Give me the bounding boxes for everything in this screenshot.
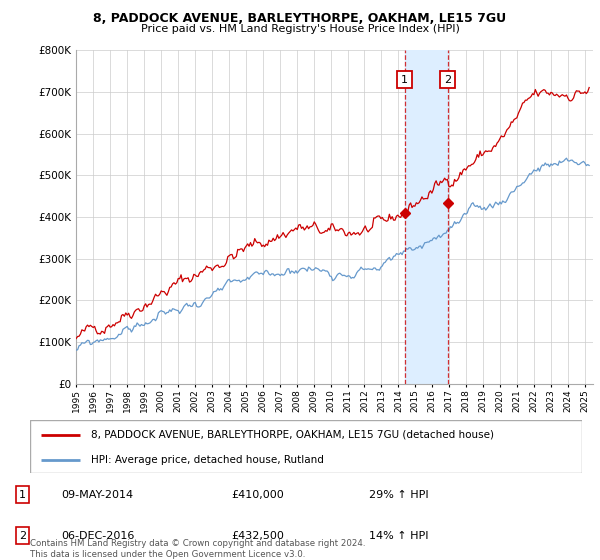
Text: £432,500: £432,500 — [231, 530, 284, 540]
Text: 8, PADDOCK AVENUE, BARLEYTHORPE, OAKHAM, LE15 7GU: 8, PADDOCK AVENUE, BARLEYTHORPE, OAKHAM,… — [94, 12, 506, 25]
Text: £410,000: £410,000 — [231, 490, 284, 500]
Text: 8, PADDOCK AVENUE, BARLEYTHORPE, OAKHAM, LE15 7GU (detached house): 8, PADDOCK AVENUE, BARLEYTHORPE, OAKHAM,… — [91, 430, 494, 440]
Text: 29% ↑ HPI: 29% ↑ HPI — [369, 490, 429, 500]
Text: 09-MAY-2014: 09-MAY-2014 — [61, 490, 133, 500]
Text: HPI: Average price, detached house, Rutland: HPI: Average price, detached house, Rutl… — [91, 455, 323, 465]
Text: 2: 2 — [19, 530, 26, 540]
Bar — [404, 50, 448, 384]
Text: Price paid vs. HM Land Registry's House Price Index (HPI): Price paid vs. HM Land Registry's House … — [140, 24, 460, 34]
Text: 1: 1 — [19, 490, 26, 500]
Text: 06-DEC-2016: 06-DEC-2016 — [61, 530, 134, 540]
Text: 1: 1 — [401, 74, 408, 85]
Text: 14% ↑ HPI: 14% ↑ HPI — [369, 530, 428, 540]
Text: 2: 2 — [445, 74, 451, 85]
Text: Contains HM Land Registry data © Crown copyright and database right 2024.
This d: Contains HM Land Registry data © Crown c… — [30, 539, 365, 559]
